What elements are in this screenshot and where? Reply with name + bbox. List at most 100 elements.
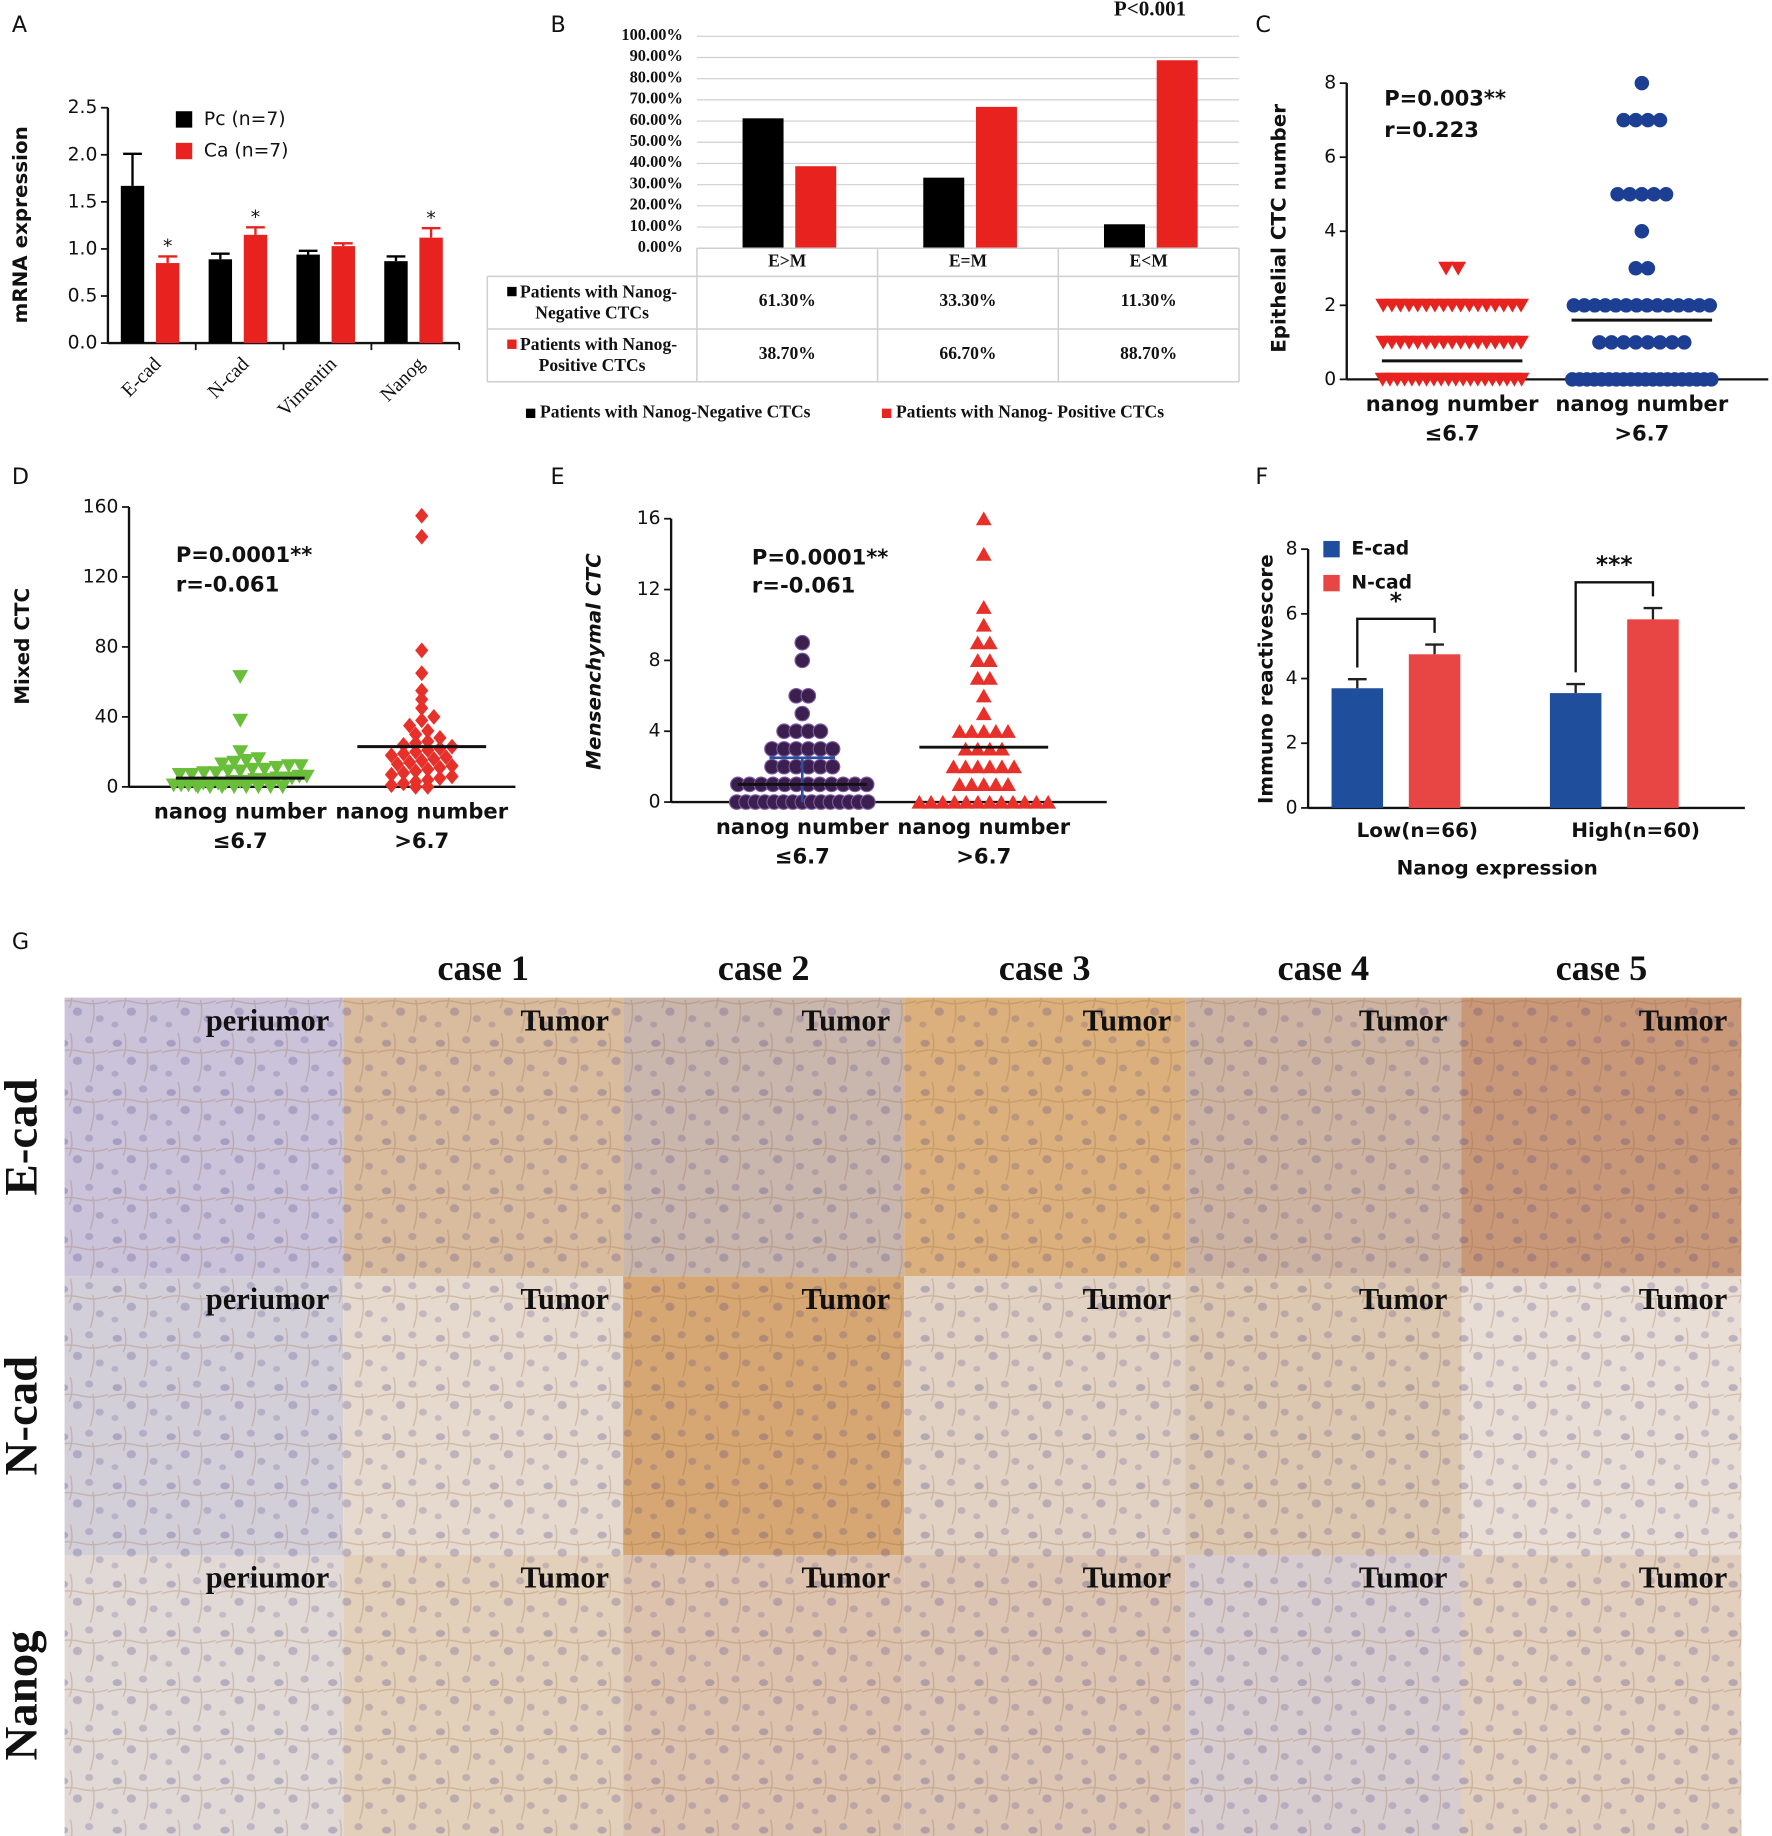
- text-line: ≤6.7: [775, 843, 830, 868]
- data-point: [951, 723, 968, 738]
- ihc-texture: [1461, 1554, 1742, 1836]
- y-tick-label: 30.00%: [630, 173, 683, 192]
- data-point: [238, 780, 255, 795]
- data-point: [409, 763, 423, 780]
- legend-label: Ca (n=7): [204, 141, 289, 162]
- data-point: [214, 780, 230, 795]
- table-row-label: Patients with Nanog-Negative CTCs: [494, 282, 690, 324]
- legend-swatch: [1323, 540, 1340, 558]
- row-swatch: [507, 338, 517, 349]
- bar: [795, 166, 837, 249]
- text-line: nanog number: [154, 799, 327, 824]
- y-tick-label: 10.00%: [630, 216, 683, 235]
- annotation: P=0.0001**: [752, 545, 888, 570]
- legend-label: N-cad: [1351, 573, 1412, 594]
- bar: [1103, 224, 1145, 249]
- error-bar: [769, 756, 836, 803]
- data-point: [987, 723, 1004, 738]
- legend-label: Pc (n=7): [204, 109, 286, 130]
- data-point: [1000, 723, 1016, 738]
- data-point: [975, 688, 992, 703]
- data-point: [445, 768, 459, 785]
- data-point: [1640, 112, 1656, 128]
- data-point: [1513, 372, 1530, 387]
- data-point: [1597, 298, 1613, 313]
- ihc-texture: [343, 997, 624, 1277]
- bar: [1331, 688, 1384, 808]
- data-point: [1616, 112, 1631, 128]
- data-point: [274, 780, 291, 795]
- text-line: nanog number: [1555, 391, 1728, 416]
- data-point: [250, 780, 267, 795]
- text-line: nanog number: [716, 814, 889, 839]
- significance-mark: *: [163, 237, 172, 258]
- error-bar: [123, 152, 142, 186]
- y-tick-label: 160: [83, 497, 119, 518]
- data-point: [975, 723, 992, 738]
- data-point: [214, 757, 230, 772]
- row-label: E-cad: [0, 1078, 48, 1195]
- data-point: [445, 757, 459, 774]
- data-point: [250, 752, 267, 767]
- error-bar: [1566, 682, 1586, 694]
- data-point: [232, 745, 249, 760]
- data-point: [226, 780, 243, 795]
- row-label-wrap: Patients with Nanog- Positive CTCs: [494, 334, 690, 376]
- row-label: Nanog: [0, 1630, 48, 1760]
- error-bar: [158, 255, 178, 264]
- bar: [1549, 693, 1602, 808]
- data-point: [824, 758, 841, 775]
- data-point: [911, 794, 928, 809]
- tile-label: Tumor: [1639, 1561, 1728, 1595]
- data-point: [396, 764, 411, 781]
- data-point: [969, 653, 986, 667]
- data-point: [396, 736, 411, 753]
- tile-label: Tumor: [521, 1561, 610, 1595]
- data-point: [981, 653, 998, 667]
- text-line: nanog number: [897, 814, 1070, 839]
- row-label-wrap: Patients with Nanog-Negative CTCs: [494, 282, 690, 324]
- y-tick-label: 4: [1324, 221, 1336, 242]
- ihc-texture: [904, 1554, 1186, 1836]
- panel-label: F: [1255, 464, 1268, 490]
- ihc-texture: [1185, 1554, 1462, 1836]
- data-point: [415, 665, 429, 682]
- data-point: [958, 794, 975, 809]
- bar: [1408, 654, 1461, 808]
- y-tick-label: 0.00%: [638, 237, 683, 256]
- data-point: [993, 794, 1010, 809]
- data-point: [1639, 298, 1655, 313]
- table-value: 38.70%: [759, 343, 816, 363]
- data-point: [171, 768, 188, 782]
- error-bar: [1643, 606, 1663, 620]
- data-point: [975, 617, 992, 632]
- error-bar: [386, 255, 406, 262]
- data-point: [1634, 224, 1650, 239]
- significance-mark: *: [1390, 587, 1402, 615]
- y-axis-label: Epithelial CTC number: [1268, 104, 1291, 353]
- legend-swatch: [525, 408, 536, 419]
- case-header: case 3: [999, 948, 1091, 988]
- data-point: [1640, 261, 1656, 276]
- bar: [742, 118, 784, 249]
- data-point: [390, 756, 405, 773]
- data-point: [415, 700, 429, 717]
- y-axis-label: Mensenchymal CTC: [583, 553, 606, 770]
- ihc-texture: [1461, 997, 1742, 1277]
- data-point: [226, 755, 243, 770]
- data-point: [975, 511, 992, 526]
- bar: [975, 106, 1017, 249]
- y-tick-label: 1.0: [68, 238, 98, 259]
- significance-mark: *: [426, 208, 435, 229]
- data-point: [421, 778, 435, 795]
- x-tick-label: High(n=60): [1571, 819, 1700, 842]
- y-tick-label: 0: [1286, 797, 1298, 818]
- panel-label: D: [12, 464, 29, 490]
- data-point: [969, 635, 986, 650]
- data-point: [1634, 186, 1650, 202]
- panel-label: A: [12, 12, 28, 38]
- data-point: [1616, 335, 1631, 350]
- data-point: [1000, 777, 1016, 791]
- data-point: [208, 766, 224, 781]
- bar: [296, 254, 320, 344]
